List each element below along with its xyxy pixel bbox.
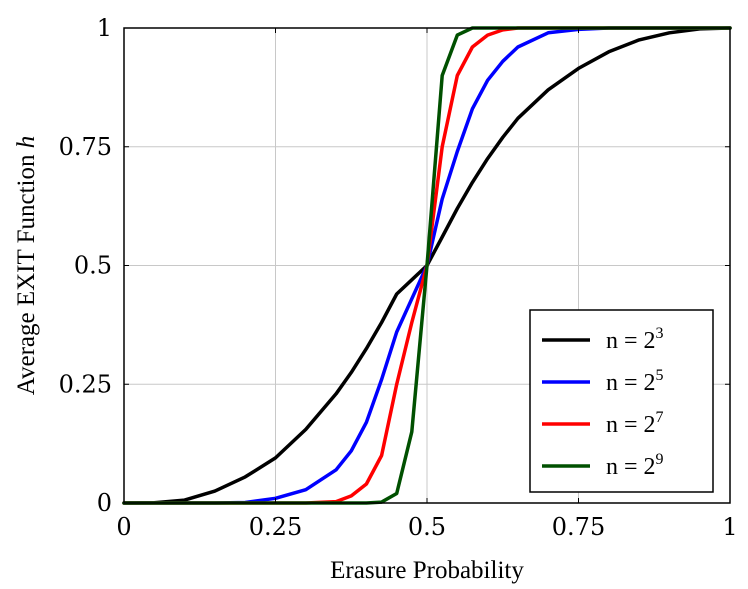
x-tick-label: 0.25 [249, 513, 302, 541]
y-axis-label-variable: h [13, 136, 40, 149]
legend-label-4: n = 29 [606, 451, 664, 480]
x-tick-label: 0.5 [408, 513, 446, 541]
y-tick-label: 1 [97, 14, 112, 42]
y-tick-label: 0.25 [59, 370, 112, 398]
x-axis-label: Erasure Probability [330, 557, 524, 584]
x-tick-label: 0 [116, 513, 131, 541]
y-tick-label: 0 [97, 489, 112, 517]
y-axis-label: Average EXIT Function h [13, 136, 40, 395]
x-tick-label: 0.75 [552, 513, 605, 541]
y-tick-label: 0.5 [74, 252, 112, 280]
legend-label-2: n = 25 [606, 367, 664, 396]
legend-label-3: n = 27 [606, 409, 664, 438]
x-tick-label: 1 [722, 513, 737, 541]
y-axis-label-text: Average EXIT Function [13, 148, 40, 395]
legend-label-1: n = 23 [606, 325, 664, 354]
ticks: 0 0.25 0.5 0.75 1 0 0.25 0.5 0.75 1 [59, 14, 738, 541]
legend: n = 23 n = 25 n = 27 n = 29 [529, 309, 714, 493]
y-tick-label: 0.75 [59, 133, 112, 161]
